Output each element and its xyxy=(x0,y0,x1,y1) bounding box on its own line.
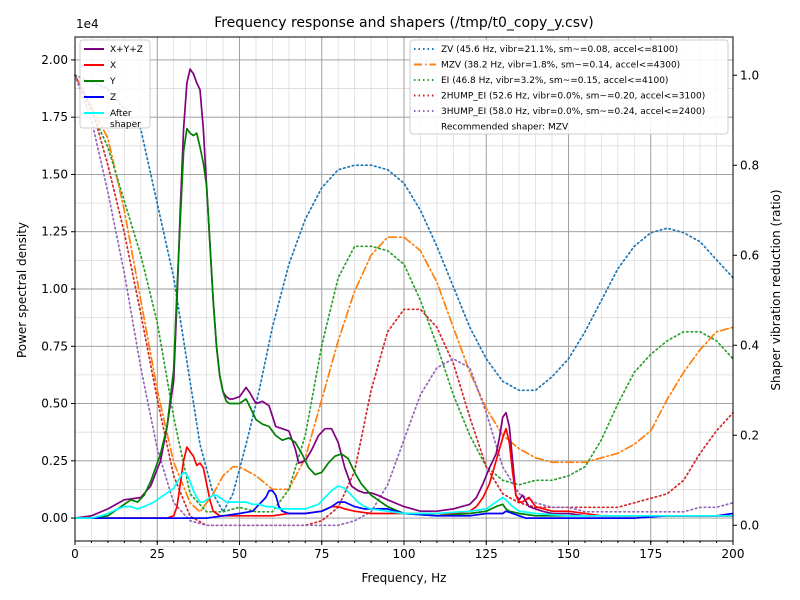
psd-line xyxy=(75,427,733,519)
legend-shaper-label: 2HUMP_EI (52.6 Hz, vibr=0.0%, sm~=0.20, … xyxy=(441,92,705,102)
shaper-line xyxy=(74,74,734,527)
legend-psd-box xyxy=(79,39,151,129)
x-tick-label: 125 xyxy=(475,547,498,561)
y2-tick-label: 0.2 xyxy=(740,428,759,442)
y2-axis-label: Shaper vibration reduction (ratio) xyxy=(769,189,783,390)
y-offset-label: 1e4 xyxy=(76,17,99,31)
x-axis-ticks: 0 25 50 75 100 125 150 175 200 xyxy=(71,541,744,561)
legend-recommended-note: Recommended shaper: MZV xyxy=(441,123,569,133)
x-tick-label: 175 xyxy=(639,547,662,561)
y-tick-label: 1.50 xyxy=(41,167,68,181)
y2-tick-label: 0.0 xyxy=(740,518,759,532)
shaper-line xyxy=(74,74,734,513)
y-tick-label: 0.25 xyxy=(41,454,68,468)
legend-shaper-label: ZV (45.6 Hz, vibr=21.1%, sm~=0.08, accel… xyxy=(441,45,678,55)
legend-psd-label-line: X xyxy=(110,61,116,71)
legend-psd-label-line: After xyxy=(110,109,132,119)
x-tick-label: 25 xyxy=(150,547,165,561)
x-tick-label: 50 xyxy=(232,547,247,561)
legend-shapers-box xyxy=(409,39,729,135)
shaper-line xyxy=(74,74,734,527)
chart-title: Frequency response and shapers (/tmp/t0_… xyxy=(214,15,594,31)
x-tick-label: 150 xyxy=(557,547,580,561)
legend-psd-label: Y xyxy=(109,77,116,87)
legend-shaper-label: EI (46.8 Hz, vibr=3.2%, sm~=0.15, accel<… xyxy=(441,76,668,86)
x-tick-label: 0 xyxy=(71,547,79,561)
legend-psd-label-line: Y xyxy=(109,77,116,87)
y-tick-label: 0.50 xyxy=(41,397,68,411)
y2-tick-label: 0.8 xyxy=(740,158,759,172)
y2-tick-label: 0.4 xyxy=(740,338,759,352)
x-tick-label: 100 xyxy=(393,547,416,561)
shaper-line xyxy=(74,74,734,514)
legend-psd-label-line: X+Y+Z xyxy=(110,45,143,55)
psd-line xyxy=(75,127,733,519)
legend-shapers: ZV (45.6 Hz, vibr=21.1%, sm~=0.08, accel… xyxy=(409,39,729,135)
y-tick-label: 0.75 xyxy=(41,339,68,353)
legend-psd-label: X+Y+Z xyxy=(110,45,143,55)
x-axis-label: Frequency, Hz xyxy=(362,571,447,585)
y-tick-label: 1.00 xyxy=(41,282,68,296)
y-tick-label: 2.00 xyxy=(41,53,68,67)
legend-shaper-label: 3HUMP_EI (58.0 Hz, vibr=0.0%, sm~=0.24, … xyxy=(441,107,705,117)
legend-psd-label: After shaper xyxy=(110,109,141,130)
psd-curves xyxy=(74,68,734,519)
psd-line xyxy=(75,471,733,519)
y-axis-ticks: 0.00 0.25 0.50 0.75 1.00 1.25 1.50 1.75 2.00 xyxy=(41,53,75,525)
legend-psd-label: X xyxy=(110,61,116,71)
x-tick-label: 200 xyxy=(722,547,745,561)
legend-psd-label-line: Z xyxy=(110,93,116,103)
y-tick-label: 1.75 xyxy=(41,110,68,124)
y2-tick-label: 0.6 xyxy=(740,248,759,262)
legend-psd-label-line: shaper xyxy=(110,120,141,130)
y-axis-label: Power spectral density xyxy=(15,222,29,358)
psd-line xyxy=(75,489,734,519)
x-tick-label: 75 xyxy=(314,547,329,561)
legend-shaper-label: MZV (38.2 Hz, vibr=1.8%, sm~=0.14, accel… xyxy=(441,61,680,71)
y2-axis-ticks: 0.0 0.2 0.4 0.6 0.8 1.0 xyxy=(733,68,759,532)
y-tick-label: 0.00 xyxy=(41,511,68,525)
y2-tick-label: 1.0 xyxy=(740,68,759,82)
legend-psd-label: Z xyxy=(110,93,116,103)
legend-psd: X+Y+Z XYZ After shaper xyxy=(79,39,151,130)
y-tick-label: 1.25 xyxy=(41,225,68,239)
